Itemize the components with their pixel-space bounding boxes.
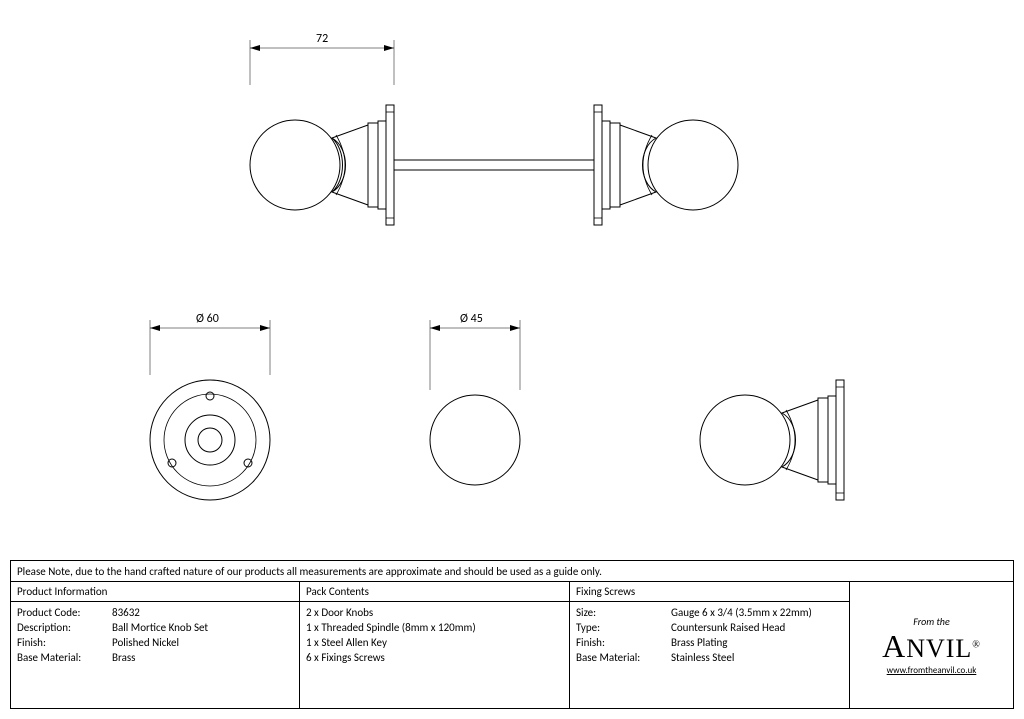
- logo-main: ANVIL®: [882, 628, 981, 665]
- list-item: 1 x Threaded Spindle (8mm x 120mm): [306, 621, 563, 634]
- info-table: Product Information Product Code:83632 D…: [10, 582, 1014, 709]
- knob-side-view: [700, 380, 844, 500]
- dim-60-label: Ø 60: [196, 312, 219, 326]
- logo-url: www.fromtheanvil.co.uk: [882, 665, 981, 676]
- pack-contents-column: Pack Contents 2 x Door Knobs 1 x Threade…: [300, 582, 570, 709]
- anvil-logo: From the ANVIL® www.fromtheanvil.co.uk: [882, 615, 981, 676]
- assembly-side-view: 72: [250, 32, 738, 225]
- table-row: Product Code:83632: [17, 606, 293, 619]
- dim-45: Ø 45: [430, 312, 520, 390]
- table-row: Finish:Polished Nickel: [17, 636, 293, 649]
- table-row: Base Material:Brass: [17, 651, 293, 664]
- table-row: Type:Countersunk Raised Head: [576, 621, 843, 634]
- dim-72-label: 72: [316, 32, 328, 46]
- rose-front-view: Ø 60: [150, 312, 270, 500]
- dim-60: Ø 60: [150, 312, 270, 375]
- pack-contents-title: Pack Contents: [300, 582, 569, 602]
- dim-45-label: Ø 45: [460, 312, 483, 326]
- product-info-column: Product Information Product Code:83632 D…: [10, 582, 300, 709]
- dim-72: 72: [250, 32, 394, 85]
- table-row: Base Material:Stainless Steel: [576, 651, 843, 664]
- logo-top: From the: [882, 615, 981, 628]
- table-row: Description:Ball Mortice Knob Set: [17, 621, 293, 634]
- table-row: Finish:Brass Plating: [576, 636, 843, 649]
- list-item: 2 x Door Knobs: [306, 606, 563, 619]
- brand-column: From the ANVIL® www.fromtheanvil.co.uk: [850, 582, 1014, 709]
- technical-drawing-area: 72: [0, 0, 1024, 560]
- table-row: Size:Gauge 6 x 3/4 (3.5mm x 22mm): [576, 606, 843, 619]
- list-item: 1 x Steel Allen Key: [306, 636, 563, 649]
- note-row: Please Note, due to the hand crafted nat…: [10, 560, 1014, 582]
- product-info-title: Product Information: [11, 582, 299, 602]
- fixing-screws-title: Fixing Screws: [570, 582, 849, 602]
- note-text: Please Note, due to the hand crafted nat…: [17, 565, 602, 578]
- ball-front-view: Ø 45: [430, 312, 520, 485]
- list-item: 6 x Fixings Screws: [306, 651, 563, 664]
- fixing-screws-column: Fixing Screws Size:Gauge 6 x 3/4 (3.5mm …: [570, 582, 850, 709]
